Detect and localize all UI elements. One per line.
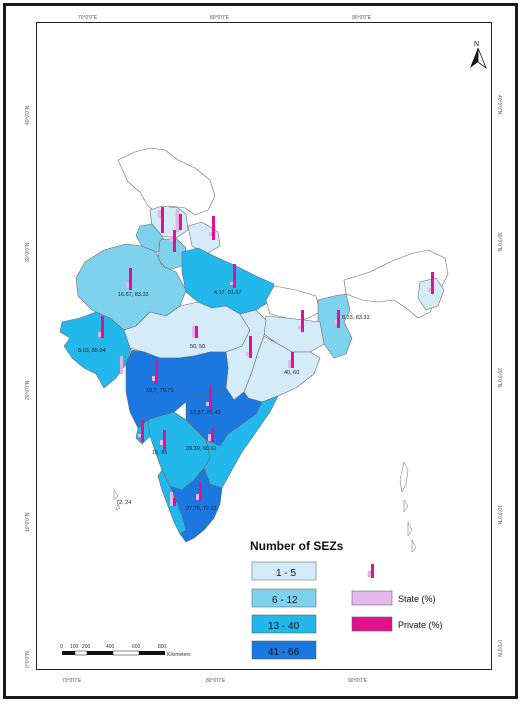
label-madhya-pradesh: 50, 50 [190,344,205,350]
bar-pair [158,207,164,233]
bar-pair [119,355,124,375]
svg-text:N: N [474,41,479,48]
north-arrow-icon: N [470,41,487,70]
lon-tick-top: 90°0'0"E [352,15,372,21]
label-andhra-pradesh: 18.57, 81.43 [190,410,221,416]
graticule-labels: 70°0'0"E 80°0'0"E 90°0'0"E 70°0'0"E 80°0… [25,15,502,684]
legend-swatch-4 [251,640,317,660]
legend-class-label: 1 - 5 [276,568,296,579]
bar-pair [428,272,434,294]
state-value-labels: 16.67, 83.33 4.17, 91.67 8.33, 83.33 8.0… [78,290,370,512]
label-uttar-pradesh: 4.17, 91.67 [214,290,242,296]
legend-state-swatch [351,590,393,606]
legend-private-label: Private (%) [398,620,443,630]
lat-tick-right: 40°0'0"N [496,95,502,115]
svg-text:0: 0 [60,644,63,650]
legend-state-label: State (%) [398,594,436,604]
region-west-bengal [317,293,353,359]
region-bihar [265,285,321,321]
map-area [36,22,492,670]
lat-tick-right: 0°0'0"N [496,640,502,657]
lon-tick-bottom: 70°0'0"E [62,678,82,684]
bar-pair [192,326,198,338]
svg-text:400: 400 [106,644,115,650]
label-gujarat: 8.03, 85.94 [78,348,106,354]
label-kerala: 72, 24 [116,500,131,506]
bar-pair [208,428,214,442]
lat-tick-right: 30°0'0"N [496,232,502,252]
bar-pair [230,264,236,288]
bar-pair [246,336,252,358]
legend-private-swatch [351,616,393,632]
bar-pair [196,482,202,502]
svg-text:100: 100 [70,644,79,650]
label-karnataka: 39.39, 60.61 [186,446,217,452]
india-map [59,147,449,543]
lon-tick-bottom: 90°0'0"E [348,678,368,684]
bar-pair [170,230,176,252]
lat-tick-left: 30°0'0"N [25,242,31,262]
bar-pair [288,352,294,368]
region-odisha [243,335,321,403]
legend-class-label: 13 - 40 [268,621,300,632]
lon-tick-top: 80°0'0"E [210,15,230,21]
bar-pair [152,360,158,384]
legend-swatch-3 [251,614,317,634]
lat-tick-left: 40°0'0"N [25,105,31,125]
legend-title: Number of SEZs [250,539,344,553]
region-jharkhand [263,315,325,353]
lat-tick-left: 0°0'0"N [25,651,31,668]
bar-pair [334,310,340,328]
lat-tick-left: 20°0'0"N [25,380,31,400]
region-gujarat [59,311,133,389]
label-goa-karnataka: 15, 85 [152,450,167,456]
svg-text:200: 200 [82,644,91,650]
label-tamil-nadu: 27.78, 72.22 [186,506,217,512]
scale-bar: 0 100 200 400 600 800 Kilometers [60,644,191,658]
bar-pair [175,209,182,233]
sez-bars [98,207,434,506]
lon-tick-top: 70°0'0"E [78,15,98,21]
bar-symbol-icon [367,564,374,578]
label-odisha: 40, 60 [284,370,299,376]
bar-pair [170,492,176,506]
region-jammu-kashmir [117,147,216,216]
lat-tick-left: 10°0'0"N [25,512,31,532]
svg-text:800: 800 [158,644,167,650]
lon-tick-bottom: 80°0'0"E [206,678,226,684]
andaman-nicobar-islands [113,461,417,553]
legend-swatch-2 [251,588,317,608]
bar-pair [209,216,215,240]
bar-pair [138,420,144,442]
label-west-bengal: 8.33, 83.33 [342,315,370,321]
legend: Number of SEZs 1 - 5 6 - 12 13 - 40 41 -… [250,539,443,660]
map-frame [3,3,518,699]
legend-class-label: 41 - 66 [268,647,300,658]
label-maharashtra: 19.7, 79.79 [146,388,174,394]
bar-pair [160,430,166,450]
bar-pair [206,386,212,410]
bar-pair [298,310,304,332]
lat-tick-right: 20°0'0"N [496,368,502,388]
region-tamil-nadu [169,467,223,543]
bar-pair [126,268,132,290]
svg-text:600: 600 [132,644,141,650]
lat-tick-right: 10°0'0"N [496,505,502,525]
label-punjab-haryana: 16.67, 83.33 [118,292,149,298]
legend-swatch-1 [251,561,317,581]
svg-text:Kilometers: Kilometers [167,652,191,658]
legend-class-label: 6 - 12 [272,595,298,606]
bar-pair [98,316,104,338]
